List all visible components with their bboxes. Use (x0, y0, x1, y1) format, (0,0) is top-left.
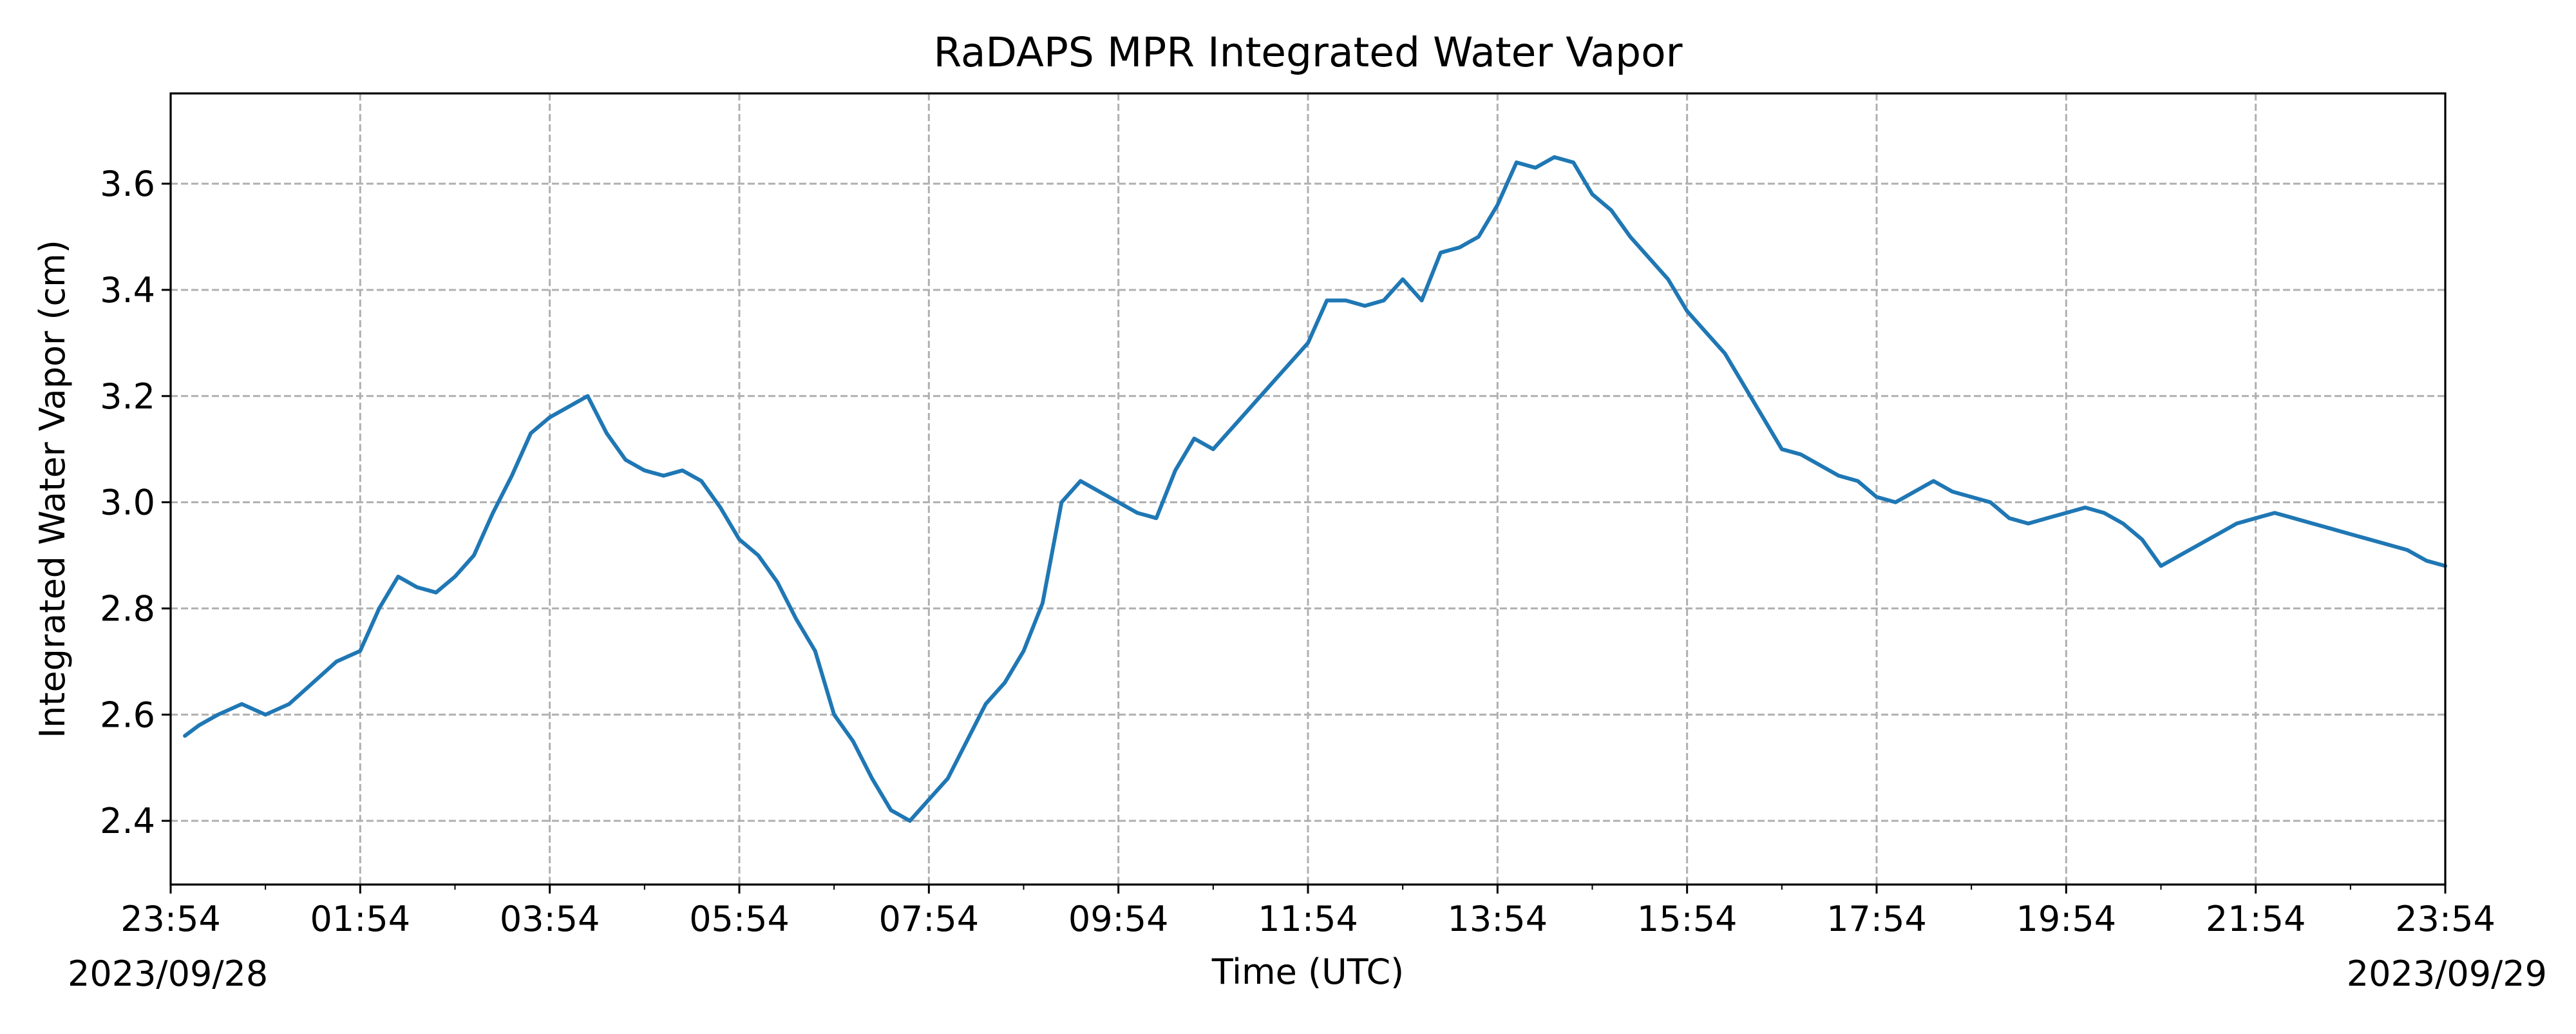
x-tick-label: 15:54 (1637, 899, 1738, 939)
chart-title: RaDAPS MPR Integrated Water Vapor (933, 29, 1682, 76)
x-tick-label: 21:54 (2206, 899, 2306, 939)
iwv-series-line (183, 155, 2447, 823)
y-tick-label: 2.8 (100, 588, 155, 629)
series-layer (183, 155, 2447, 823)
grid-layer (169, 93, 2447, 885)
y-axis-label: Integrated Water Vapor (cm) (32, 240, 73, 738)
y-tick-label: 3.4 (100, 270, 155, 311)
y-tick-label: 3.6 (100, 164, 155, 204)
tick-layer: 23:54 01:54 03:54 05:54 07:54 09:54 11:54 13:54… (100, 164, 2496, 939)
y-tick-label: 3.2 (100, 376, 155, 417)
y-tick-label: 3.0 (100, 483, 155, 523)
x-tick-label: 23:54 (2395, 899, 2496, 939)
x-tick-label: 03:54 (500, 899, 600, 939)
y-tick-label: 2.4 (100, 801, 155, 841)
y-tick-label: 2.6 (100, 694, 155, 735)
x-tick-label: 07:54 (879, 899, 980, 939)
x-start-date-label: 2023/09/28 (68, 953, 268, 994)
x-end-date-label: 2023/09/29 (2347, 953, 2547, 994)
x-tick-label: 19:54 (2016, 899, 2117, 939)
x-tick-label: 13:54 (1448, 899, 1548, 939)
x-tick-label: 05:54 (689, 899, 790, 939)
x-tick-label: 23:54 (120, 899, 221, 939)
x-tick-label: 01:54 (310, 899, 411, 939)
x-tick-label: 17:54 (1826, 899, 1927, 939)
x-tick-label: 09:54 (1068, 899, 1169, 939)
x-tick-label: 11:54 (1258, 899, 1358, 939)
x-axis-label: Time (UTC) (1211, 952, 1405, 992)
